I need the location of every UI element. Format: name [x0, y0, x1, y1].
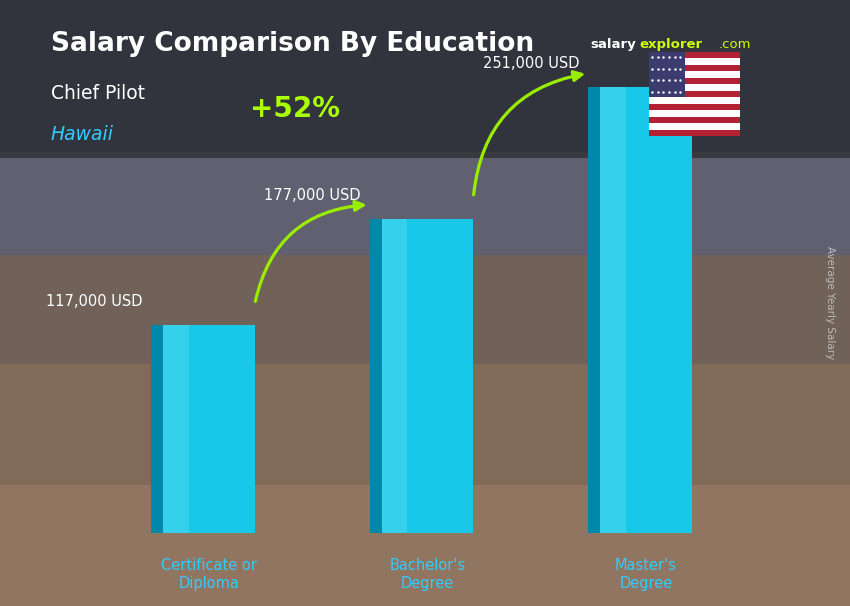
Polygon shape	[588, 87, 600, 533]
Bar	[649, 130, 740, 136]
Polygon shape	[151, 325, 163, 533]
Bar	[649, 97, 740, 104]
Bar	[649, 65, 740, 71]
Text: 117,000 USD: 117,000 USD	[46, 295, 142, 310]
Text: 177,000 USD: 177,000 USD	[264, 188, 360, 203]
Bar	[649, 84, 740, 91]
Bar	[649, 71, 740, 78]
Text: Certificate or
Diploma: Certificate or Diploma	[161, 558, 257, 590]
Bar	[649, 52, 685, 97]
Bar	[649, 110, 740, 117]
Bar	[649, 52, 740, 58]
Bar	[163, 325, 189, 533]
Text: Hawaii: Hawaii	[51, 125, 114, 144]
Text: .com: .com	[718, 38, 751, 50]
Bar	[163, 325, 255, 533]
Bar	[649, 91, 740, 97]
Text: explorer: explorer	[639, 38, 702, 50]
Text: +52%: +52%	[250, 95, 340, 123]
Bar	[649, 78, 740, 84]
Text: Salary Comparison By Education: Salary Comparison By Education	[51, 31, 534, 57]
Text: Master's
Degree: Master's Degree	[615, 558, 677, 590]
Polygon shape	[370, 219, 382, 533]
Bar	[600, 87, 692, 533]
Text: Bachelor's
Degree: Bachelor's Degree	[389, 558, 466, 590]
Text: 251,000 USD: 251,000 USD	[483, 56, 580, 72]
Text: salary: salary	[591, 38, 637, 50]
Text: Chief Pilot: Chief Pilot	[51, 84, 144, 103]
Bar	[600, 87, 626, 533]
Bar	[382, 219, 407, 533]
Bar	[649, 104, 740, 110]
Bar	[649, 58, 740, 65]
Bar	[382, 219, 473, 533]
Bar	[649, 123, 740, 130]
Text: Average Yearly Salary: Average Yearly Salary	[825, 247, 836, 359]
Bar	[649, 117, 740, 123]
